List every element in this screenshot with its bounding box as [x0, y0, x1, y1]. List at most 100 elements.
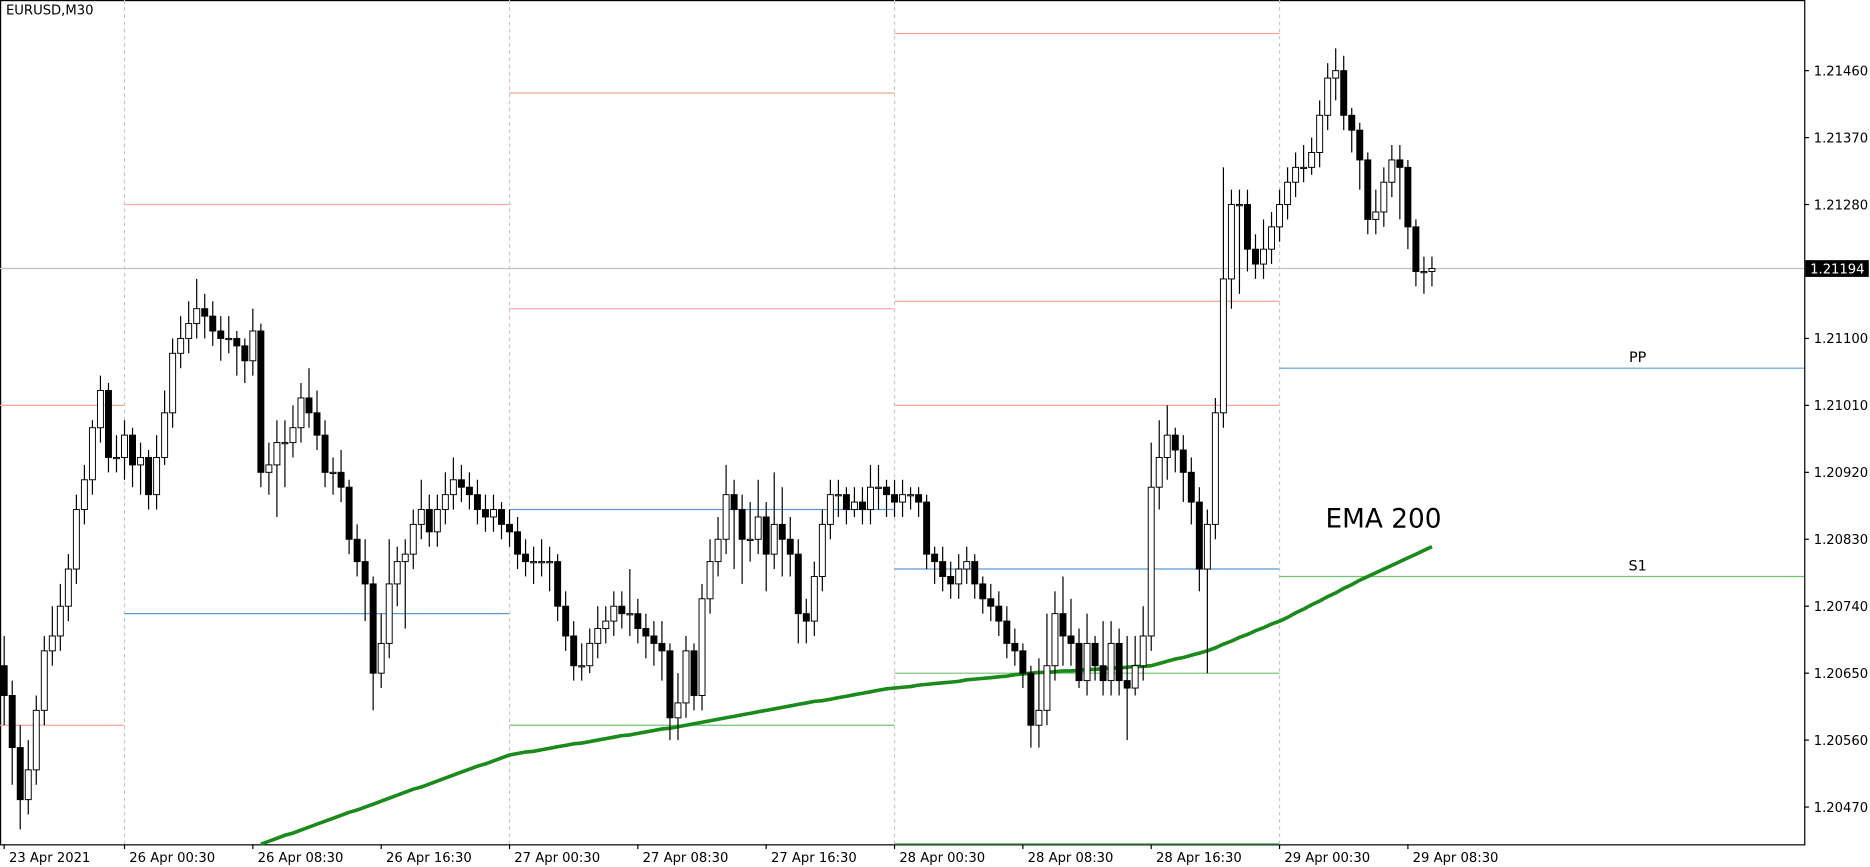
candle-body: [1219, 278, 1227, 414]
candle-body: [1276, 204, 1284, 228]
last-price-box: [1805, 260, 1869, 277]
candle-body: [690, 650, 698, 696]
candle-body: [1123, 680, 1131, 689]
candle-body: [449, 479, 457, 496]
candle-body: [1139, 635, 1147, 667]
candle-body: [96, 390, 104, 429]
candle-body: [88, 427, 96, 481]
candle-body: [457, 479, 465, 488]
plot-frame: [0, 0, 1806, 846]
candle-body: [850, 501, 858, 511]
candle-body: [1011, 642, 1019, 652]
candle-body: [1300, 166, 1308, 170]
chart-title: EURUSD,M30: [6, 3, 93, 18]
candle-body: [56, 605, 64, 637]
y-tick-label: 1.20470: [1814, 801, 1868, 816]
y-tick-label: 1.20830: [1814, 533, 1868, 548]
ema-line: [260, 545, 1433, 846]
candle-body: [129, 434, 136, 466]
candle-body: [297, 397, 305, 429]
candle-body: [64, 568, 72, 607]
candle-body: [1027, 672, 1035, 726]
x-tick-label: 27 Apr 08:30: [643, 851, 729, 866]
candle-body: [209, 315, 217, 332]
candle-body: [1091, 642, 1099, 667]
candle-body: [594, 628, 602, 644]
candle-body: [305, 397, 313, 414]
candle-body: [1404, 166, 1412, 228]
candle-body: [1003, 620, 1011, 644]
candle-body: [722, 494, 730, 540]
candle-body: [473, 494, 481, 511]
candle-body: [377, 642, 385, 674]
candle-body: [1332, 70, 1340, 79]
candle-body: [265, 464, 273, 473]
candle-body: [490, 509, 497, 518]
candle-body: [1211, 412, 1219, 525]
candle-body: [642, 628, 650, 637]
candle-body: [161, 412, 169, 458]
candle-body: [778, 523, 786, 540]
candle-body: [498, 509, 505, 525]
candle-body: [682, 650, 690, 704]
candle-body: [1179, 449, 1187, 473]
y-tick-label: 1.21100: [1814, 332, 1868, 347]
candle-body: [401, 553, 409, 563]
candle-body: [177, 337, 185, 354]
candle-body: [1308, 152, 1316, 168]
candle-body: [939, 561, 947, 577]
candle-body: [313, 412, 321, 436]
y-tick-label: 1.21460: [1814, 64, 1868, 79]
candle-body: [1131, 665, 1139, 689]
candle-body: [826, 494, 834, 525]
candle-body: [481, 509, 489, 518]
candle-body: [281, 442, 289, 445]
candle-body: [562, 605, 570, 637]
candle-body: [345, 486, 353, 540]
candle-body: [1235, 204, 1243, 207]
candle-body: [321, 434, 329, 473]
candle-body: [546, 561, 554, 564]
y-tick-label: 1.20650: [1814, 667, 1868, 682]
candle-body: [554, 561, 562, 607]
candle-body: [1059, 613, 1067, 637]
candle-body: [225, 337, 233, 341]
candle-body: [770, 523, 778, 555]
candle-body: [1075, 642, 1083, 682]
candle-body: [233, 337, 241, 347]
candle-body: [273, 442, 281, 466]
candle-body: [409, 523, 417, 555]
candle-body: [241, 345, 249, 362]
candle-body: [337, 471, 345, 488]
candle-body: [72, 509, 80, 570]
candle-body: [963, 561, 971, 570]
candle-body: [289, 427, 297, 444]
series-label: EMA 200: [1326, 505, 1442, 535]
candle-body: [514, 531, 522, 555]
candle-body: [353, 538, 361, 563]
candle-body: [538, 561, 546, 564]
candle-body: [570, 635, 578, 667]
candle-body: [1380, 181, 1388, 213]
candle-body: [1388, 159, 1396, 183]
candle-body: [257, 330, 265, 473]
candle-body: [626, 613, 634, 616]
candle-body: [193, 308, 201, 325]
candle-body: [866, 486, 874, 511]
candle-body: [425, 509, 433, 533]
candle-body: [329, 471, 337, 475]
candle-body: [153, 456, 161, 496]
candle-body: [369, 583, 377, 674]
y-tick-label: 1.20740: [1814, 600, 1868, 615]
candle-body: [762, 516, 770, 555]
candle-body: [145, 456, 153, 496]
last-price-label: 1.21194: [1810, 262, 1864, 277]
candle-body: [1187, 471, 1195, 503]
candle-body: [714, 538, 722, 563]
candle-body: [586, 642, 594, 667]
candle-body: [16, 747, 24, 801]
candle-body: [979, 583, 987, 600]
candle-body: [121, 434, 128, 458]
x-tick-label: 28 Apr 16:30: [1156, 851, 1242, 866]
candle-body: [24, 769, 32, 801]
